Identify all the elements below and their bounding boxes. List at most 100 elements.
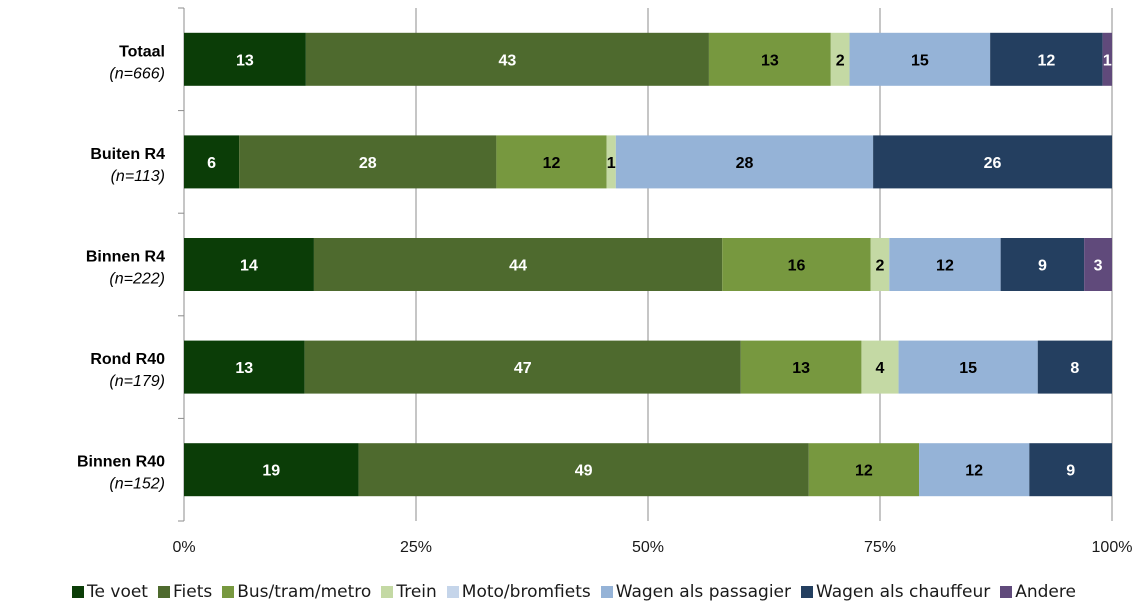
legend-item: Bus/tram/metro [222, 582, 371, 602]
data-label: 1 [1103, 52, 1112, 69]
bar-segment [184, 443, 359, 497]
legend-swatch [446, 586, 459, 598]
data-label: 19 [262, 463, 280, 480]
legend-label: Fiets [172, 582, 213, 602]
data-label: 47 [514, 360, 532, 377]
bar-segment [1029, 443, 1112, 497]
data-label: 44 [509, 258, 527, 275]
data-label: 12 [1037, 52, 1055, 69]
legend-item: Trein [381, 582, 437, 602]
category-sample-size: (n=179) [109, 373, 165, 390]
data-label: 13 [236, 52, 254, 69]
legend-swatch [157, 586, 170, 598]
bar-segment [990, 32, 1103, 86]
legend-swatch [801, 586, 813, 598]
bar-segment [184, 32, 306, 86]
data-label: 3 [1094, 258, 1103, 275]
x-tick-label: 50% [632, 539, 664, 556]
legend-item: Te voet [72, 582, 148, 602]
data-label: 2 [836, 52, 845, 69]
data-label: 6 [207, 155, 216, 172]
category-sample-size: (n=222) [109, 271, 165, 288]
category-label: Binnen R40 [77, 454, 165, 471]
bar-segment [305, 32, 709, 86]
data-label: 16 [788, 258, 806, 275]
bar-segment [184, 340, 305, 394]
data-label: 12 [965, 463, 983, 480]
bar-segment [830, 32, 850, 86]
legend-swatch [222, 586, 235, 598]
bar-segment [1000, 238, 1085, 291]
data-label: 12 [936, 258, 954, 275]
category-sample-size: (n=113) [111, 168, 165, 185]
legend-swatch [72, 586, 85, 598]
legend-item: Wagen als chauffeur [801, 582, 990, 602]
data-label: 9 [1066, 463, 1075, 480]
legend-swatch [600, 586, 613, 598]
stacked-bar-chart: 0% 25% 50% 75% 100%Totaal(n=666)13 43 13 2 15 12 1… [77, 7, 1132, 556]
data-label: 49 [575, 463, 593, 480]
bar-segment [873, 135, 1112, 189]
bar-segment [358, 443, 809, 497]
data-label: 26 [984, 155, 1002, 172]
data-label: 12 [855, 463, 873, 480]
legend-label: Wagen als passagier [615, 582, 791, 602]
data-label: 13 [761, 52, 779, 69]
category-sample-size: (n=152) [109, 476, 165, 493]
bar-segment [304, 340, 741, 394]
bar-segment [849, 32, 991, 86]
x-tick-label: 0% [172, 539, 195, 556]
legend-label: Moto/bromfiets [461, 582, 591, 602]
bar-segment [808, 443, 920, 497]
category-label: Totaal [119, 43, 165, 60]
data-label: 13 [792, 360, 810, 377]
data-label: 28 [359, 155, 377, 172]
category-label: Buiten R4 [90, 146, 165, 163]
legend-item: Wagen als passagier [600, 582, 791, 602]
data-label: 4 [876, 360, 885, 377]
bar-segment [1102, 32, 1112, 86]
bar-segment [615, 135, 874, 189]
bar-segment [898, 340, 1038, 394]
legend-label: Te voet [87, 582, 148, 602]
bar-segment [722, 238, 871, 291]
data-label: 2 [876, 258, 885, 275]
legend-label: Bus/tram/metro [237, 582, 372, 602]
bar-segment [239, 135, 497, 189]
category-sample-size: (n=666) [109, 65, 165, 82]
bar-segment [606, 135, 616, 189]
x-tick-label: 25% [400, 539, 432, 556]
bar-segment [870, 238, 890, 291]
chart-legend: Te voet Fiets Bus/tram/metro Trein Moto/brom… [0, 577, 1148, 607]
bar-segment [861, 340, 899, 394]
bar-segment [740, 340, 862, 394]
bar-segment [1037, 340, 1112, 394]
category-label: Binnen R4 [86, 249, 165, 266]
bar-segment [889, 238, 1001, 291]
data-label: 9 [1038, 258, 1047, 275]
data-label: 12 [543, 155, 561, 172]
legend-item: Moto/bromfiets [446, 582, 591, 602]
bar-segment [708, 32, 831, 86]
data-label: 28 [736, 155, 754, 172]
data-label: 15 [911, 52, 929, 69]
bar-segment [313, 238, 723, 291]
bar-segment [1084, 238, 1112, 291]
data-label: 8 [1070, 360, 1079, 377]
category-label: Rond R40 [90, 351, 165, 368]
legend-item: Fiets [157, 582, 213, 602]
x-tick-label: 75% [864, 539, 896, 556]
bar-segment [496, 135, 607, 189]
data-label: 1 [607, 155, 616, 172]
legend-label: Trein [396, 582, 437, 602]
legend-label: Andere [1015, 582, 1076, 602]
data-label: 15 [959, 360, 977, 377]
legend-item: Andere [1000, 582, 1076, 602]
data-label: 13 [235, 360, 253, 377]
data-label: 43 [498, 52, 516, 69]
legend-swatch [381, 586, 394, 598]
bar-segment [184, 238, 314, 291]
data-label: 14 [240, 258, 258, 275]
legend-label: Wagen als chauffeur [816, 582, 991, 602]
bar-segment [919, 443, 1030, 497]
